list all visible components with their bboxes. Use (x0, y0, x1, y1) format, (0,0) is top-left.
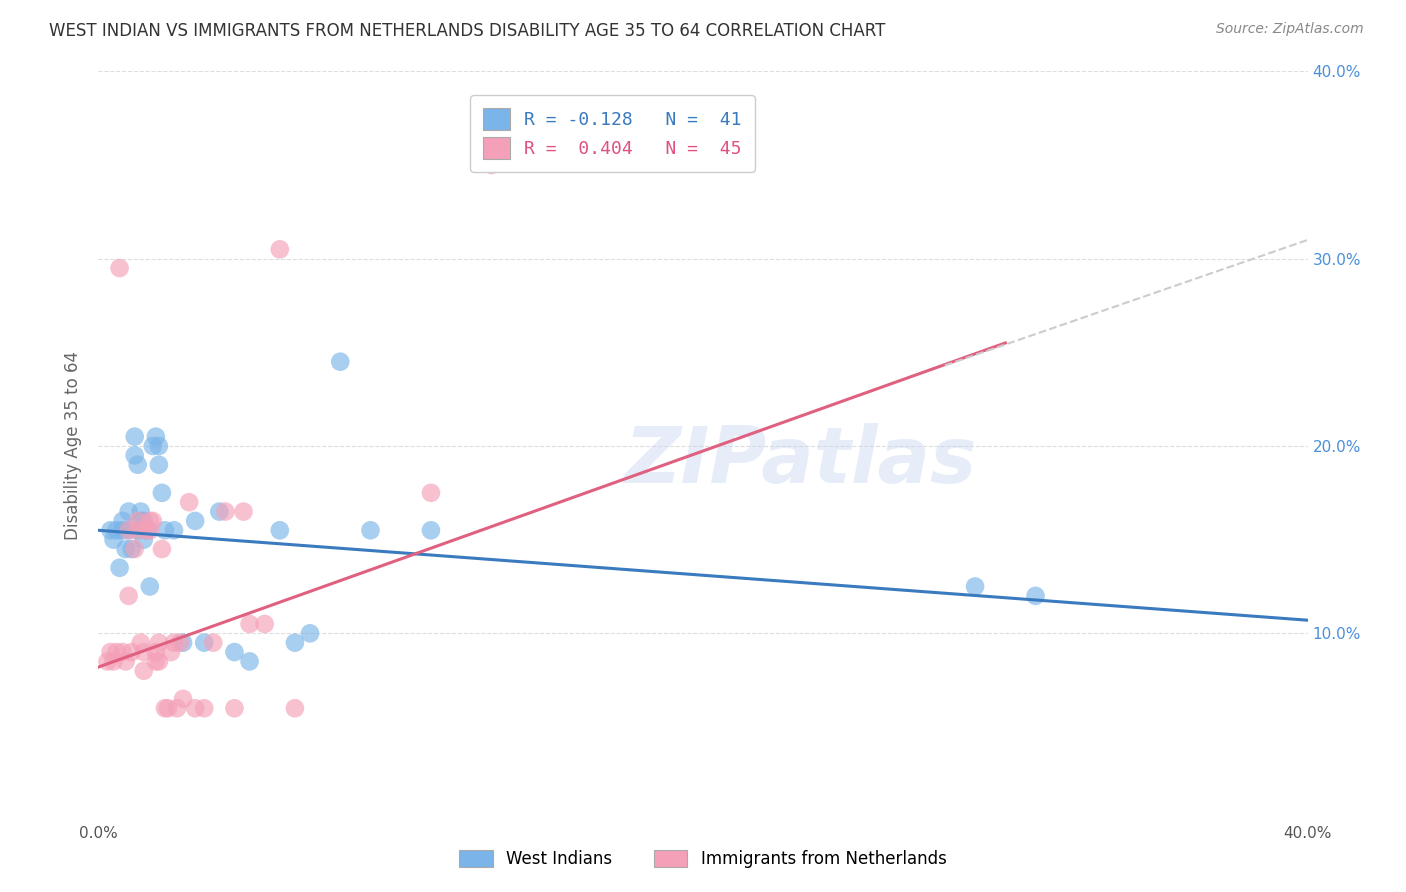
Point (124, 449, 146, 463)
Point (224, 645, 246, 659)
Y-axis label: Disability Age 35 to 64: Disability Age 35 to 64 (65, 351, 83, 541)
Point (269, 243, 291, 257)
Point (156, 701, 179, 715)
Legend: R = -0.128   N =  41, R =  0.404   N =  45: R = -0.128 N = 41, R = 0.404 N = 45 (470, 95, 755, 172)
Text: ZIPatlas: ZIPatlas (624, 423, 976, 499)
Point (111, 514, 134, 528)
Point (239, 617, 262, 632)
Point (103, 533, 125, 547)
Point (148, 655, 170, 669)
Point (139, 580, 162, 594)
Point (132, 514, 155, 528)
Point (148, 458, 170, 472)
Point (132, 645, 155, 659)
Point (96, 655, 118, 669)
Point (142, 439, 165, 453)
Point (127, 458, 149, 472)
Point (160, 645, 183, 659)
Point (129, 505, 152, 519)
Point (139, 524, 162, 538)
Point (148, 439, 170, 453)
Point (145, 655, 167, 669)
Point (129, 635, 152, 649)
Point (124, 542, 146, 557)
Point (108, 561, 131, 575)
Point (105, 645, 128, 659)
Point (150, 486, 173, 500)
Legend: West Indians, Immigrants from Netherlands: West Indians, Immigrants from Netherland… (453, 843, 953, 875)
Point (124, 430, 146, 444)
Point (103, 655, 125, 669)
Point (481, 158, 503, 172)
Point (214, 505, 236, 519)
Point (163, 635, 186, 649)
Point (145, 645, 167, 659)
Point (184, 701, 207, 715)
Point (139, 514, 162, 528)
Point (118, 589, 141, 603)
Point (360, 524, 382, 538)
Point (114, 542, 136, 557)
Point (129, 514, 152, 528)
Point (184, 514, 207, 528)
Point (420, 486, 443, 500)
Point (269, 524, 291, 538)
Point (202, 635, 225, 649)
Point (111, 645, 134, 659)
Text: WEST INDIAN VS IMMIGRANTS FROM NETHERLANDS DISABILITY AGE 35 TO 64 CORRELATION C: WEST INDIAN VS IMMIGRANTS FROM NETHERLAN… (49, 22, 886, 40)
Point (232, 505, 254, 519)
Point (132, 664, 155, 678)
Point (284, 635, 307, 649)
Point (127, 514, 149, 528)
Point (169, 635, 191, 649)
Point (135, 524, 157, 538)
Point (108, 261, 131, 276)
Point (153, 701, 176, 715)
Point (224, 701, 246, 715)
Point (179, 495, 201, 509)
Point (121, 645, 143, 659)
Point (299, 626, 322, 640)
Point (163, 524, 186, 538)
Point (420, 524, 443, 538)
Point (208, 505, 231, 519)
Text: Source: ZipAtlas.com: Source: ZipAtlas.com (1216, 22, 1364, 37)
Point (1024, 589, 1046, 603)
Point (121, 542, 143, 557)
Point (172, 692, 194, 706)
Point (965, 580, 987, 594)
Point (148, 635, 170, 649)
Point (253, 617, 276, 632)
Point (145, 430, 167, 444)
Point (118, 505, 141, 519)
Point (193, 635, 215, 649)
Point (239, 655, 262, 669)
Point (284, 701, 307, 715)
Point (100, 645, 122, 659)
Point (166, 701, 188, 715)
Point (135, 524, 157, 538)
Point (132, 533, 155, 547)
Point (150, 542, 173, 557)
Point (105, 524, 128, 538)
Point (172, 635, 194, 649)
Point (118, 524, 141, 538)
Point (118, 524, 141, 538)
Point (127, 524, 149, 538)
Point (142, 514, 165, 528)
Point (111, 524, 134, 538)
Point (114, 655, 136, 669)
Point (329, 355, 352, 369)
Point (153, 524, 176, 538)
Point (193, 701, 215, 715)
Point (127, 524, 149, 538)
Point (100, 524, 122, 538)
